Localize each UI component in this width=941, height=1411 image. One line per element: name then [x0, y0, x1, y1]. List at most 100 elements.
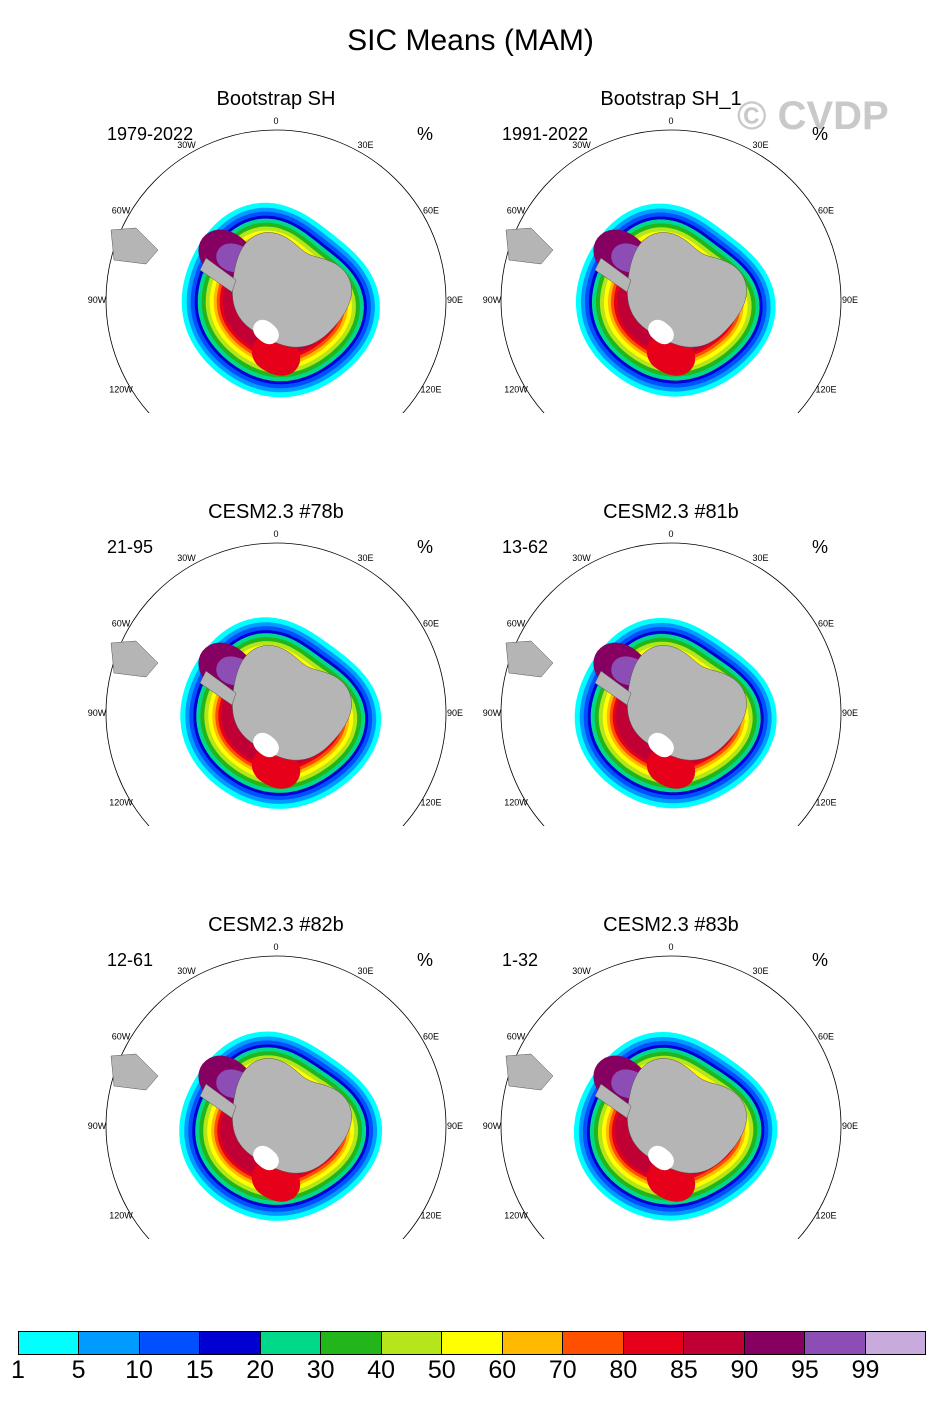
longitude-label: 60W [112, 619, 131, 629]
longitude-label: 120W [109, 385, 133, 395]
colorbar-swatch [381, 1332, 443, 1354]
colorbar-tick-label: 5 [71, 1356, 86, 1384]
map-panel: CESM2.3 #78b21-95%030E60E90E120E150E1801… [0, 413, 470, 826]
ross-ice-shelf-gap [253, 732, 279, 758]
longitude-label: 30W [177, 140, 196, 150]
longitude-label: 60E [818, 206, 834, 216]
polar-map: 030E60E90E120E150E180150W120W90W60W30W [483, 942, 858, 1239]
antarctic-peninsula [199, 1083, 237, 1119]
colorbar [18, 1331, 926, 1355]
panel-title: CESM2.3 #81b [603, 501, 739, 523]
longitude-label: 120E [420, 798, 441, 808]
south-america-tip [110, 227, 159, 265]
longitude-label: 60W [112, 1032, 131, 1042]
longitude-label: 0 [273, 529, 278, 539]
longitude-label: 90E [447, 295, 463, 305]
longitude-label: 120W [504, 798, 528, 808]
longitude-label: 30W [572, 966, 591, 976]
colorbar-tick-label: 20 [246, 1356, 275, 1384]
colorbar-tick-label: 50 [427, 1356, 456, 1384]
longitude-label: 60E [818, 1032, 834, 1042]
longitude-label: 60E [423, 1032, 439, 1042]
colorbar-tick-label: 99 [851, 1356, 880, 1384]
map-panel: CESM2.3 #82b 12-61%030E60E90E120E150E1801… [0, 826, 470, 1239]
map-panel: CESM2.3 #81b13-62%030E60E90E120E150E1801… [395, 413, 865, 826]
longitude-label: 60E [423, 206, 439, 216]
south-america-tip [110, 640, 159, 678]
longitude-label: 60E [818, 619, 834, 629]
longitude-label: 30E [752, 966, 768, 976]
antarctica-landmass [232, 1058, 352, 1174]
colorbar-swatch [865, 1332, 926, 1354]
longitude-label: 30W [572, 553, 591, 563]
panel-units: % [812, 124, 829, 144]
antarctica-landmass [627, 1058, 747, 1174]
longitude-label: 120W [504, 1211, 528, 1221]
panel-period: 1979-2022 [107, 124, 194, 144]
longitude-label: 90W [483, 708, 502, 718]
panel-units: % [417, 950, 434, 970]
longitude-label: 120E [420, 1211, 441, 1221]
colorbar-swatch [623, 1332, 685, 1354]
longitude-label: 90W [88, 708, 107, 718]
antarctica-landmass [627, 645, 747, 761]
polar-map: 030E60E90E120E150E180150W120W90W60W30W [88, 942, 463, 1239]
longitude-label: 30E [752, 553, 768, 563]
ross-ice-shelf-gap [253, 1145, 279, 1171]
longitude-label: 90W [88, 295, 107, 305]
colorbar-tick-label: 15 [185, 1356, 214, 1384]
colorbar-tick-label: 95 [791, 1356, 819, 1384]
ross-ice-shelf-gap [253, 319, 279, 345]
colorbar-tick-label: 1 [11, 1356, 25, 1384]
colorbar-swatch [684, 1332, 745, 1354]
antarctic-peninsula [594, 1083, 632, 1119]
colorbar-tick-label: 90 [730, 1356, 759, 1384]
longitude-label: 120E [815, 1211, 836, 1221]
longitude-label: 60W [507, 619, 526, 629]
longitude-label: 90E [447, 708, 463, 718]
colorbar-tick-label: 60 [488, 1356, 517, 1384]
longitude-label: 0 [273, 942, 278, 952]
longitude-label: 90W [483, 1121, 502, 1131]
longitude-label: 120E [815, 798, 836, 808]
longitude-label: 120W [109, 1211, 133, 1221]
longitude-label: 60W [112, 206, 131, 216]
longitude-label: 30E [357, 553, 373, 563]
colorbar-swatch [139, 1332, 201, 1354]
panel-units: % [417, 537, 434, 557]
antarctic-peninsula [199, 257, 237, 293]
panel-period: 21-95 [107, 537, 154, 557]
colorbar-tick-label: 70 [548, 1356, 577, 1384]
panel-period: 1991-2022 [502, 124, 589, 144]
antarctica-landmass [627, 232, 747, 348]
panel-period: 12-61 [107, 950, 154, 970]
panel-period: 13-62 [502, 537, 549, 557]
map-panel: Bootstrap SH1979-2022%030E60E90E120E150E… [0, 0, 470, 413]
longitude-label: 30W [572, 140, 591, 150]
colorbar-swatch [744, 1332, 806, 1354]
ross-ice-shelf-gap [648, 319, 674, 345]
colorbar-tick-label: 10 [125, 1356, 153, 1384]
map-panel: Bootstrap SH_11991-2022%030E60E90E120E15… [395, 0, 865, 413]
colorbar-tick-label: 30 [306, 1356, 335, 1384]
panel-units: % [812, 950, 829, 970]
colorbar-swatch [200, 1332, 261, 1354]
colorbar-swatch [502, 1332, 564, 1354]
colorbar-swatch [19, 1332, 80, 1354]
longitude-label: 120E [815, 385, 836, 395]
antarctic-peninsula [199, 670, 237, 706]
antarctica-landmass [232, 645, 352, 761]
ross-ice-shelf-gap [648, 732, 674, 758]
longitude-label: 0 [668, 529, 673, 539]
south-america-tip [505, 1053, 554, 1091]
colorbar-swatch [563, 1332, 624, 1354]
cvdp-watermark: © CVDP [737, 94, 889, 138]
panel-title: CESM2.3 #82b [208, 914, 344, 936]
longitude-label: 60W [507, 1032, 526, 1042]
longitude-label: 120E [420, 385, 441, 395]
panel-title: Bootstrap SH [216, 88, 336, 110]
longitude-label: 60W [507, 206, 526, 216]
polar-map: 030E60E90E120E150E180150W120W90W60W30W [88, 116, 463, 413]
colorbar-swatch [260, 1332, 322, 1354]
longitude-label: 90E [842, 708, 858, 718]
